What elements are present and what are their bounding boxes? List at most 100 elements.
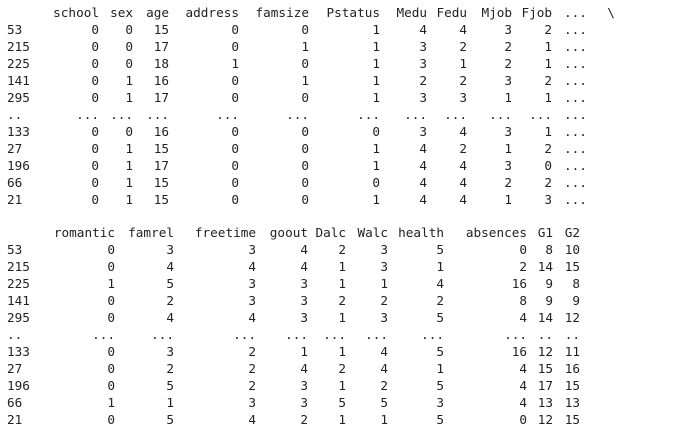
table-cell: 2: [248, 361, 256, 376]
table-cell: 2: [504, 39, 512, 54]
table-cell: [587, 55, 615, 72]
table-cell: 11: [564, 344, 580, 359]
column-header: famsize: [255, 5, 309, 20]
table-row: 66 1 1 3 3 5 5 3 4 13 13: [7, 394, 580, 411]
row-index: 53: [7, 242, 23, 257]
table-cell: 10: [564, 242, 580, 257]
table-cell: 0: [544, 158, 552, 173]
table-cell: 1: [504, 141, 512, 156]
table-cell: 0: [125, 39, 133, 54]
table-cell: [587, 21, 615, 38]
column-header: health: [398, 225, 444, 240]
table-cell: 9: [572, 293, 580, 308]
table-cell: 15: [564, 412, 580, 427]
table-cell: 0: [301, 175, 309, 190]
table-cell: 0: [107, 293, 115, 308]
table-cell: 1: [231, 56, 239, 71]
column-header: romantic: [53, 225, 115, 240]
table-cell: 2: [544, 141, 552, 156]
table-cell: 3: [419, 90, 427, 105]
table-cell: 1: [372, 158, 380, 173]
dataframe-table-2: romantic famrel freetime goout Dalc Walc…: [7, 224, 580, 428]
table-row: 225 1 5 3 3 1 1 4 16 9 8: [7, 275, 580, 292]
table-cell: 9: [545, 276, 553, 291]
column-header: famrel: [128, 225, 174, 240]
table-cell: 3: [504, 22, 512, 37]
table-cell: 4: [459, 192, 467, 207]
table-cell: 3: [300, 395, 308, 410]
table-cell: 3: [459, 90, 467, 105]
row-index: 66: [7, 395, 23, 410]
column-header: Fedu: [436, 5, 467, 20]
table-cell: 9: [545, 293, 553, 308]
table-cell: [587, 174, 615, 191]
table-row: 215 0 0 17 0 1 1 3 2 2 1...: [7, 38, 615, 55]
table-cell: 0: [107, 344, 115, 359]
table-cell: 1: [504, 192, 512, 207]
table-cell: 15: [153, 192, 169, 207]
table-cell: 12: [537, 412, 553, 427]
table-cell: ...: [365, 327, 388, 342]
table-cell: 1: [338, 344, 346, 359]
table-cell: 2: [459, 141, 467, 156]
table-cell: 5: [436, 412, 444, 427]
table-cell: 0: [301, 192, 309, 207]
table-cell: 0: [107, 310, 115, 325]
table-cell: 2: [338, 293, 346, 308]
row-index: 21: [7, 192, 23, 207]
table-cell: 4: [419, 22, 427, 37]
table-cell: 0: [125, 124, 133, 139]
table-row: ...................................: [7, 106, 615, 123]
table-cell: 2: [504, 175, 512, 190]
table-row: 27 0 2 2 4 2 4 1 4 15 16: [7, 360, 580, 377]
table-cell: 0: [107, 361, 115, 376]
index-header: [7, 4, 41, 21]
table-cell: [587, 38, 615, 55]
table-cell: 3: [248, 395, 256, 410]
row-index: 225: [7, 276, 30, 291]
table-cell: ...: [564, 175, 587, 190]
table-cell: 0: [301, 22, 309, 37]
table-cell: ...: [504, 327, 527, 342]
table-cell: [587, 89, 615, 106]
table-row: 225 0 0 18 1 0 1 3 1 2 1...: [7, 55, 615, 72]
table-cell: 4: [166, 310, 174, 325]
table-cell: 5: [436, 344, 444, 359]
row-index: 295: [7, 310, 30, 325]
table-cell: ...: [404, 107, 427, 122]
column-header: sex: [110, 5, 133, 20]
table-cell: ...: [285, 327, 308, 342]
table-row: 295 0 1 17 0 0 1 3 3 1 1...: [7, 89, 615, 106]
table-cell: 4: [436, 276, 444, 291]
table1-header-row: school sex age address famsize Pstatus M…: [7, 4, 615, 21]
column-header: school: [53, 5, 99, 20]
dataframe-table-1: school sex age address famsize Pstatus M…: [7, 4, 615, 208]
table-cell: 5: [436, 378, 444, 393]
table-cell: ...: [489, 107, 512, 122]
table-cell: 1: [300, 344, 308, 359]
table-cell: 0: [91, 141, 99, 156]
table-cell: 0: [372, 124, 380, 139]
table-cell: 4: [166, 259, 174, 274]
table-cell: 2: [419, 73, 427, 88]
table-cell: 0: [231, 158, 239, 173]
table-row: 133 0 0 16 0 0 0 3 4 3 1...: [7, 123, 615, 140]
table-cell: ...: [216, 107, 239, 122]
table-cell: ...: [564, 124, 587, 139]
table-cell: 1: [372, 141, 380, 156]
table-cell: 8: [545, 242, 553, 257]
table-cell: 3: [166, 344, 174, 359]
table-cell: 2: [459, 73, 467, 88]
row-index: 141: [7, 73, 30, 88]
table-cell: 1: [436, 259, 444, 274]
table-cell: 5: [166, 412, 174, 427]
table-cell: 0: [231, 141, 239, 156]
table-cell: 1: [436, 361, 444, 376]
table-cell: 0: [231, 39, 239, 54]
column-header: Fjob: [521, 5, 552, 20]
table-cell: 0: [301, 124, 309, 139]
table-cell: 1: [380, 412, 388, 427]
row-index: 215: [7, 259, 30, 274]
table-cell: ...: [564, 22, 587, 37]
table-cell: 1: [544, 124, 552, 139]
